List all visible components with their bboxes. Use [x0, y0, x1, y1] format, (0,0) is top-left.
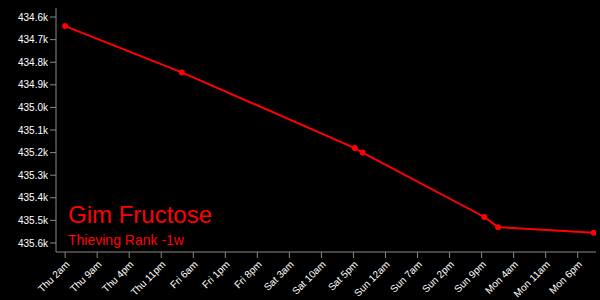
svg-text:435.6k: 435.6k: [18, 238, 49, 249]
svg-text:Sun 9pm: Sun 9pm: [451, 258, 488, 295]
svg-text:434.8k: 434.8k: [18, 57, 49, 68]
html-text:Thieving Rank -1w: Thieving Rank -1w: [68, 232, 184, 248]
svg-text:435.1k: 435.1k: [18, 125, 49, 136]
svg-text:435.0k: 435.0k: [18, 102, 49, 113]
svg-text:435.4k: 435.4k: [18, 192, 49, 203]
svg-text:435.3k: 435.3k: [18, 170, 49, 181]
svg-text:Fri 6am: Fri 6am: [168, 259, 200, 291]
svg-text:435.5k: 435.5k: [18, 215, 49, 226]
svg-text:Thu 9am: Thu 9am: [68, 259, 104, 295]
svg-text:Mon 6pm: Mon 6pm: [547, 259, 584, 296]
svg-text:Sat 3am: Sat 3am: [261, 258, 296, 293]
svg-text:Mon 4am: Mon 4am: [482, 258, 521, 296]
svg-text:Thu 2am: Thu 2am: [36, 259, 72, 295]
svg-text:Fri 1pm: Fri 1pm: [200, 259, 232, 291]
svg-text:434.9k: 434.9k: [18, 79, 49, 90]
svg-text:Mon 11am: Mon 11am: [511, 259, 552, 300]
svg-text:Thu 11pm: Thu 11pm: [129, 259, 168, 298]
svg-text:Sun 7am: Sun 7am: [388, 259, 424, 295]
svg-text:435.2k: 435.2k: [18, 147, 49, 158]
svg-text:Sun 12am: Sun 12am: [352, 259, 392, 299]
svg-text:Sat 10am: Sat 10am: [290, 259, 328, 297]
svg-text:Fri 8pm: Fri 8pm: [232, 259, 264, 291]
svg-text:434.6k: 434.6k: [18, 12, 49, 23]
svg-text:434.7k: 434.7k: [18, 34, 49, 45]
svg-text:Thu 4pm: Thu 4pm: [100, 258, 136, 295]
svg-text:Sat 5pm: Sat 5pm: [325, 258, 360, 293]
svg-text:Sun 2pm: Sun 2pm: [420, 259, 456, 295]
html-text:Gim Fructose: Gim Fructose: [68, 201, 212, 228]
